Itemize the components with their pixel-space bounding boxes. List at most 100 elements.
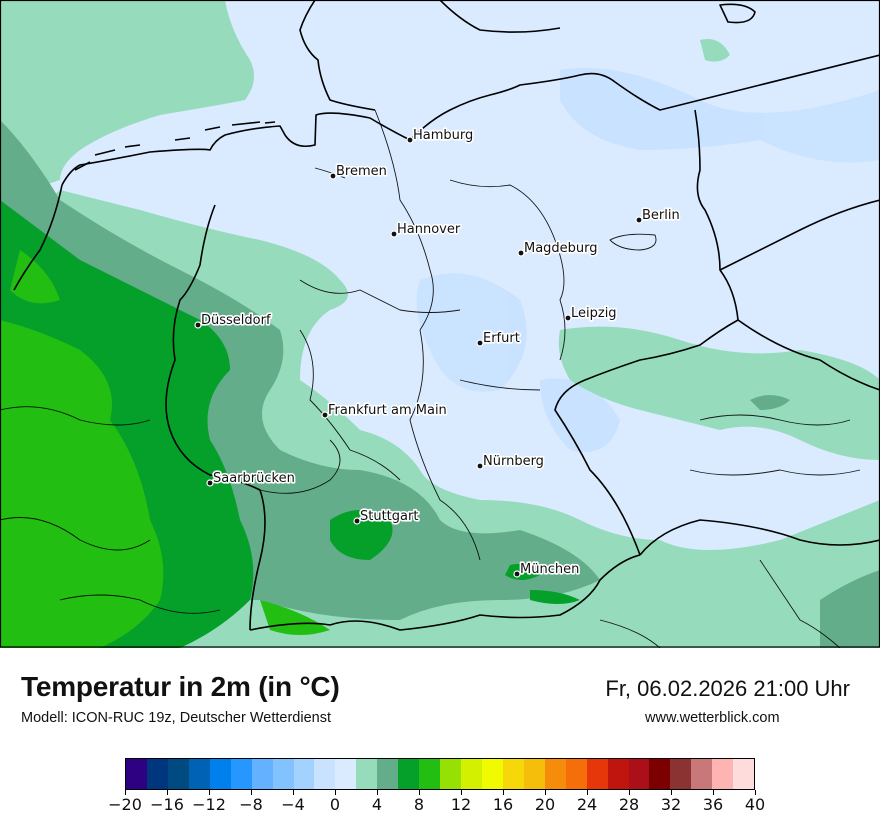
city-marker-icon — [391, 231, 397, 237]
city-marker-icon — [195, 322, 201, 328]
colorbar-tick-mark — [292, 790, 294, 795]
city-marker-icon — [322, 412, 328, 418]
colorbar-bin — [398, 759, 420, 789]
city-hannover: Hannover — [390, 220, 462, 239]
city-bremen: Bremen — [329, 162, 388, 181]
colorbar-bin — [544, 759, 566, 789]
colorbar-bin — [419, 759, 441, 789]
temperature-map[interactable]: Hamburg Bremen Berlin Hannover Magdeburg Leip… — [0, 0, 880, 648]
valid-datetime: Fr, 06.02.2026 21:00 Uhr — [605, 676, 850, 701]
city-label: Düsseldorf — [201, 313, 271, 328]
colorbar-bin — [712, 759, 734, 789]
colorbar-tick-label: 28 — [618, 795, 640, 814]
city-stuttgart: Stuttgart — [353, 507, 420, 526]
colorbar-tick-label: 16 — [492, 795, 514, 814]
colorbar-bin — [272, 759, 294, 789]
colorbar-tick-mark — [754, 790, 756, 795]
colorbar-tick-label: −20 — [108, 795, 142, 814]
city-düsseldorf: Düsseldorf — [194, 311, 273, 330]
colorbar-bin — [251, 759, 273, 789]
colorbar-bin — [335, 759, 357, 789]
city-label: München — [520, 562, 579, 577]
colorbar-bin — [586, 759, 608, 789]
city-marker-icon — [477, 340, 483, 346]
city-marker-icon — [518, 250, 524, 256]
city-label: Erfurt — [483, 331, 520, 346]
colorbar-tick-mark — [586, 790, 588, 795]
city-saarbrücken: Saarbrücken — [206, 469, 296, 488]
colorbar-bin — [230, 759, 252, 789]
colorbar-tick-mark — [544, 790, 546, 795]
colorbar-tick-mark — [166, 790, 168, 795]
colorbar-tick-mark — [208, 790, 210, 795]
colorbar-tick-label: 8 — [413, 795, 425, 814]
colorbar-tick-label: 32 — [660, 795, 682, 814]
city-label: Stuttgart — [360, 509, 418, 524]
colorbar-tick-label: 40 — [744, 795, 766, 814]
city-frankfurt-am-main: Frankfurt am Main — [321, 401, 448, 420]
city-label: Berlin — [642, 208, 680, 223]
colorbar-tick-label: 36 — [702, 795, 724, 814]
city-hamburg: Hamburg — [406, 126, 475, 145]
colorbar-bin — [377, 759, 399, 789]
city-marker-icon — [354, 518, 360, 524]
temperature-colorbar — [125, 758, 755, 790]
colorbar-bin — [607, 759, 629, 789]
city-nürnberg: Nürnberg — [476, 452, 546, 471]
colorbar-tick-label: 0 — [329, 795, 341, 814]
colorbar-bin — [523, 759, 545, 789]
colorbar-bin — [209, 759, 231, 789]
colorbar-bin — [440, 759, 461, 789]
colorbar-tick-label: 24 — [576, 795, 598, 814]
colorbar-bin — [733, 759, 755, 789]
city-label: Saarbrücken — [213, 471, 295, 486]
website-link[interactable]: www.wetterblick.com — [645, 710, 780, 726]
colorbar-bin — [649, 759, 671, 789]
city-leipzig: Leipzig — [564, 304, 618, 323]
colorbar-tick-label: −4 — [281, 795, 305, 814]
colorbar-tick-mark — [376, 790, 378, 795]
city-label: Leipzig — [571, 306, 617, 321]
city-marker-icon — [407, 137, 413, 143]
colorbar-tick-mark — [502, 790, 504, 795]
colorbar-tick-mark — [124, 790, 126, 795]
city-marker-icon — [514, 571, 520, 577]
colorbar-tick-label: 4 — [371, 795, 383, 814]
colorbar-bin — [356, 759, 378, 789]
city-marker-icon — [565, 315, 571, 321]
city-marker-icon — [207, 480, 213, 486]
city-label: Bremen — [336, 164, 387, 179]
colorbar-tick-mark — [250, 790, 252, 795]
city-label: Hannover — [397, 222, 461, 237]
city-label: Magdeburg — [524, 241, 598, 256]
colorbar-bin — [670, 759, 692, 789]
colorbar-tick-mark — [418, 790, 420, 795]
colorbar-bin — [691, 759, 713, 789]
colorbar-bin — [188, 759, 210, 789]
city-label: Frankfurt am Main — [328, 403, 447, 418]
city-münchen: München — [513, 560, 581, 579]
colorbar-bin — [126, 759, 147, 789]
city-layer: Hamburg Bremen Berlin Hannover Magdeburg Leip… — [194, 126, 681, 579]
colorbar-tick-mark — [460, 790, 462, 795]
colorbar-bin — [565, 759, 587, 789]
city-marker-icon — [636, 217, 642, 223]
colorbar-bin — [461, 759, 482, 789]
colorbar-bin — [146, 759, 168, 789]
city-magdeburg: Magdeburg — [517, 239, 599, 258]
colorbar-tick-label: −12 — [192, 795, 226, 814]
colorbar-ticks: −20 −16 −12 −8 −4 0 4 8 12 16 20 24 28 32 36 40 — [108, 790, 765, 830]
colorbar-bin — [314, 759, 336, 789]
colorbar-bin — [628, 759, 650, 789]
colorbar-bin — [481, 759, 503, 789]
colorbar-tick-label: −8 — [239, 795, 263, 814]
city-marker-icon — [477, 463, 483, 469]
colorbar-bin — [293, 759, 315, 789]
city-berlin: Berlin — [635, 206, 681, 225]
colorbar-tick-label: 20 — [534, 795, 556, 814]
colorbar-tick-mark — [670, 790, 672, 795]
colorbar-bin — [502, 759, 524, 789]
colorbar-tick-mark — [334, 790, 336, 795]
city-erfurt: Erfurt — [476, 329, 521, 348]
colorbar-tick-label: 12 — [450, 795, 472, 814]
